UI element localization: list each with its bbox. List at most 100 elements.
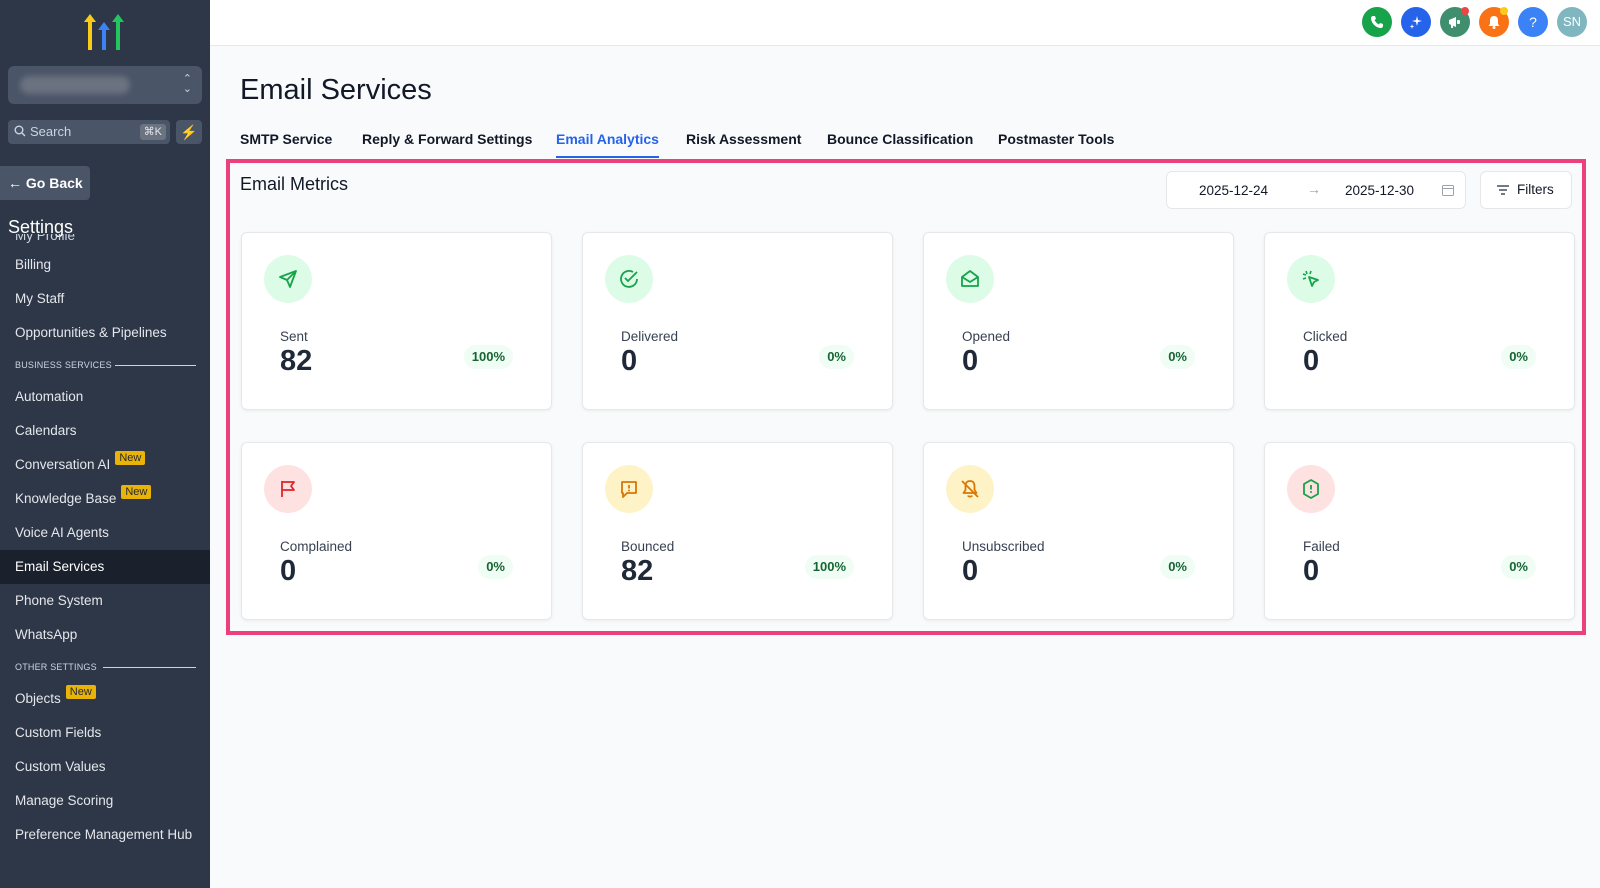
- metric-card-clicked: Clicked 0 0%: [1264, 232, 1575, 410]
- metric-card-bounced: Bounced 82 100%: [582, 442, 893, 620]
- shield-alert-icon: [1287, 465, 1335, 513]
- metrics-title: Email Metrics: [240, 174, 349, 194]
- sidebar-item-my-profile[interactable]: My Profile: [15, 234, 76, 243]
- account-switcher[interactable]: ⌃ ⌄: [8, 66, 202, 104]
- new-badge: New: [65, 685, 96, 699]
- flag-icon: [264, 465, 312, 513]
- avatar[interactable]: SN: [1557, 7, 1587, 37]
- account-name-blurred: [20, 76, 130, 94]
- notification-dot: [1461, 7, 1469, 15]
- search-icon: [14, 125, 26, 137]
- metric-percent: 0%: [478, 555, 513, 579]
- sidebar-item-email-services[interactable]: Email Services: [0, 550, 210, 584]
- sidebar-item-label: Conversation AI: [15, 457, 111, 472]
- sidebar-item-whatsapp[interactable]: WhatsApp: [0, 618, 210, 652]
- search-placeholder: Search: [30, 124, 72, 139]
- metric-value: 0: [280, 555, 297, 587]
- metric-card-opened: Opened 0 0%: [923, 232, 1234, 410]
- help-label: ?: [1529, 14, 1537, 30]
- metric-label: Opened: [962, 329, 1011, 344]
- sidebar-item-custom-fields[interactable]: Custom Fields: [0, 716, 210, 750]
- sidebar-item-label: Knowledge Base: [15, 491, 117, 506]
- sidebar-item-label: My Staff: [15, 291, 65, 306]
- sidebar-item-my-staff[interactable]: My Staff: [0, 282, 210, 316]
- sidebar-item-label: Preference Management Hub: [15, 827, 193, 842]
- section-label: OTHER SETTINGS: [15, 662, 97, 672]
- sidebar-item-knowledge-base[interactable]: Knowledge Base New: [0, 482, 210, 516]
- metric-card-sent: Sent 82 100%: [241, 232, 552, 410]
- filters-label: Filters: [1517, 182, 1554, 197]
- sidebar-item-label: Manage Scoring: [15, 793, 114, 808]
- sidebar-item-voice-ai-agents[interactable]: Voice AI Agents: [0, 516, 210, 550]
- date-start[interactable]: 2025-12-24: [1199, 183, 1269, 198]
- tab-reply-forward-settings[interactable]: Reply & Forward Settings: [362, 131, 533, 147]
- metric-percent: 0%: [1501, 345, 1536, 369]
- settings-nav: My Profile Billing My Staff Opportunities …: [0, 234, 210, 852]
- tab-smtp-service[interactable]: SMTP Service: [240, 131, 333, 147]
- sidebar-item-custom-values[interactable]: Custom Values: [0, 750, 210, 784]
- sidebar-search[interactable]: Search ⌘K: [8, 120, 170, 144]
- sidebar-item-calendars[interactable]: Calendars: [0, 414, 210, 448]
- sidebar-item-label: Opportunities & Pipelines: [15, 325, 167, 340]
- quick-action-button[interactable]: ⚡: [176, 120, 202, 144]
- metric-percent: 100%: [804, 555, 854, 579]
- sidebar-item-label: Custom Fields: [15, 725, 102, 740]
- tab-postmaster-tools[interactable]: Postmaster Tools: [998, 131, 1115, 147]
- megaphone-icon[interactable]: [1440, 7, 1470, 37]
- metric-percent: 0%: [1160, 555, 1195, 579]
- metric-value: 0: [1303, 555, 1320, 587]
- sidebar-item-label: Phone System: [15, 593, 103, 608]
- sidebar-item-automation[interactable]: Automation: [0, 380, 210, 414]
- new-badge: New: [115, 451, 146, 465]
- bell-icon[interactable]: [1479, 7, 1509, 37]
- metric-value: 0: [962, 345, 979, 377]
- metric-value: 82: [280, 345, 313, 377]
- tab-risk-assessment[interactable]: Risk Assessment: [686, 131, 802, 147]
- section-label: BUSINESS SERVICES: [15, 360, 112, 370]
- metric-label: Complained: [280, 539, 353, 554]
- metric-label: Delivered: [621, 329, 679, 344]
- arrow-right-icon: →: [1307, 181, 1321, 197]
- sidebar: ⌃ ⌄ Search ⌘K ⚡ ← Go Back Settings My Pro…: [0, 0, 210, 888]
- search-shortcut: ⌘K: [139, 124, 166, 140]
- metric-label: Failed: [1303, 539, 1340, 554]
- sidebar-item-preference-management-hub[interactable]: Preference Management Hub: [0, 818, 210, 852]
- metric-card-unsubscribed: Unsubscribed 0 0%: [923, 442, 1234, 620]
- metric-card-delivered: Delivered 0 0%: [582, 232, 893, 410]
- metric-label: Sent: [280, 329, 308, 344]
- cursor-click-icon: [1287, 255, 1335, 303]
- sidebar-item-label: Calendars: [15, 423, 77, 438]
- tab-bounce-classification[interactable]: Bounce Classification: [827, 131, 974, 147]
- metric-card-failed: Failed 0 0%: [1264, 442, 1575, 620]
- sidebar-item-billing[interactable]: Billing: [0, 248, 210, 282]
- date-range-picker[interactable]: 2025-12-24 → 2025-12-30: [1166, 171, 1466, 209]
- bell-off-icon: [946, 465, 994, 513]
- send-icon: [264, 255, 312, 303]
- sidebar-item-manage-scoring[interactable]: Manage Scoring: [0, 784, 210, 818]
- help-icon[interactable]: ?: [1518, 7, 1548, 37]
- filters-button[interactable]: Filters: [1480, 171, 1572, 209]
- calendar-icon: [1442, 185, 1454, 196]
- app-logo[interactable]: [80, 12, 128, 52]
- chevron-updown-icon: ⌃ ⌄: [182, 73, 192, 95]
- tab-email-analytics[interactable]: Email Analytics: [556, 126, 659, 158]
- metric-value: 0: [621, 345, 638, 377]
- metric-value: 0: [962, 555, 979, 587]
- sparkle-icon[interactable]: [1401, 7, 1431, 37]
- phone-icon[interactable]: [1362, 7, 1392, 37]
- metric-label: Bounced: [621, 539, 675, 554]
- sidebar-item-phone-system[interactable]: Phone System: [0, 584, 210, 618]
- top-bar: ? SN: [210, 0, 1600, 46]
- metric-percent: 100%: [463, 345, 513, 369]
- message-alert-icon: [605, 465, 653, 513]
- metric-label: Unsubscribed: [962, 539, 1045, 554]
- sidebar-item-label: Objects: [15, 691, 61, 706]
- sidebar-item-objects[interactable]: Objects New: [0, 682, 210, 716]
- metric-percent: 0%: [819, 345, 854, 369]
- go-back-button[interactable]: ← Go Back: [0, 166, 90, 200]
- sidebar-item-conversation-ai[interactable]: Conversation AI New: [0, 448, 210, 482]
- date-end[interactable]: 2025-12-30: [1345, 183, 1415, 198]
- sidebar-item-opportunities-pipelines[interactable]: Opportunities & Pipelines: [0, 316, 210, 350]
- sidebar-item-label: Voice AI Agents: [15, 525, 109, 540]
- section-business-services: BUSINESS SERVICES: [0, 350, 210, 380]
